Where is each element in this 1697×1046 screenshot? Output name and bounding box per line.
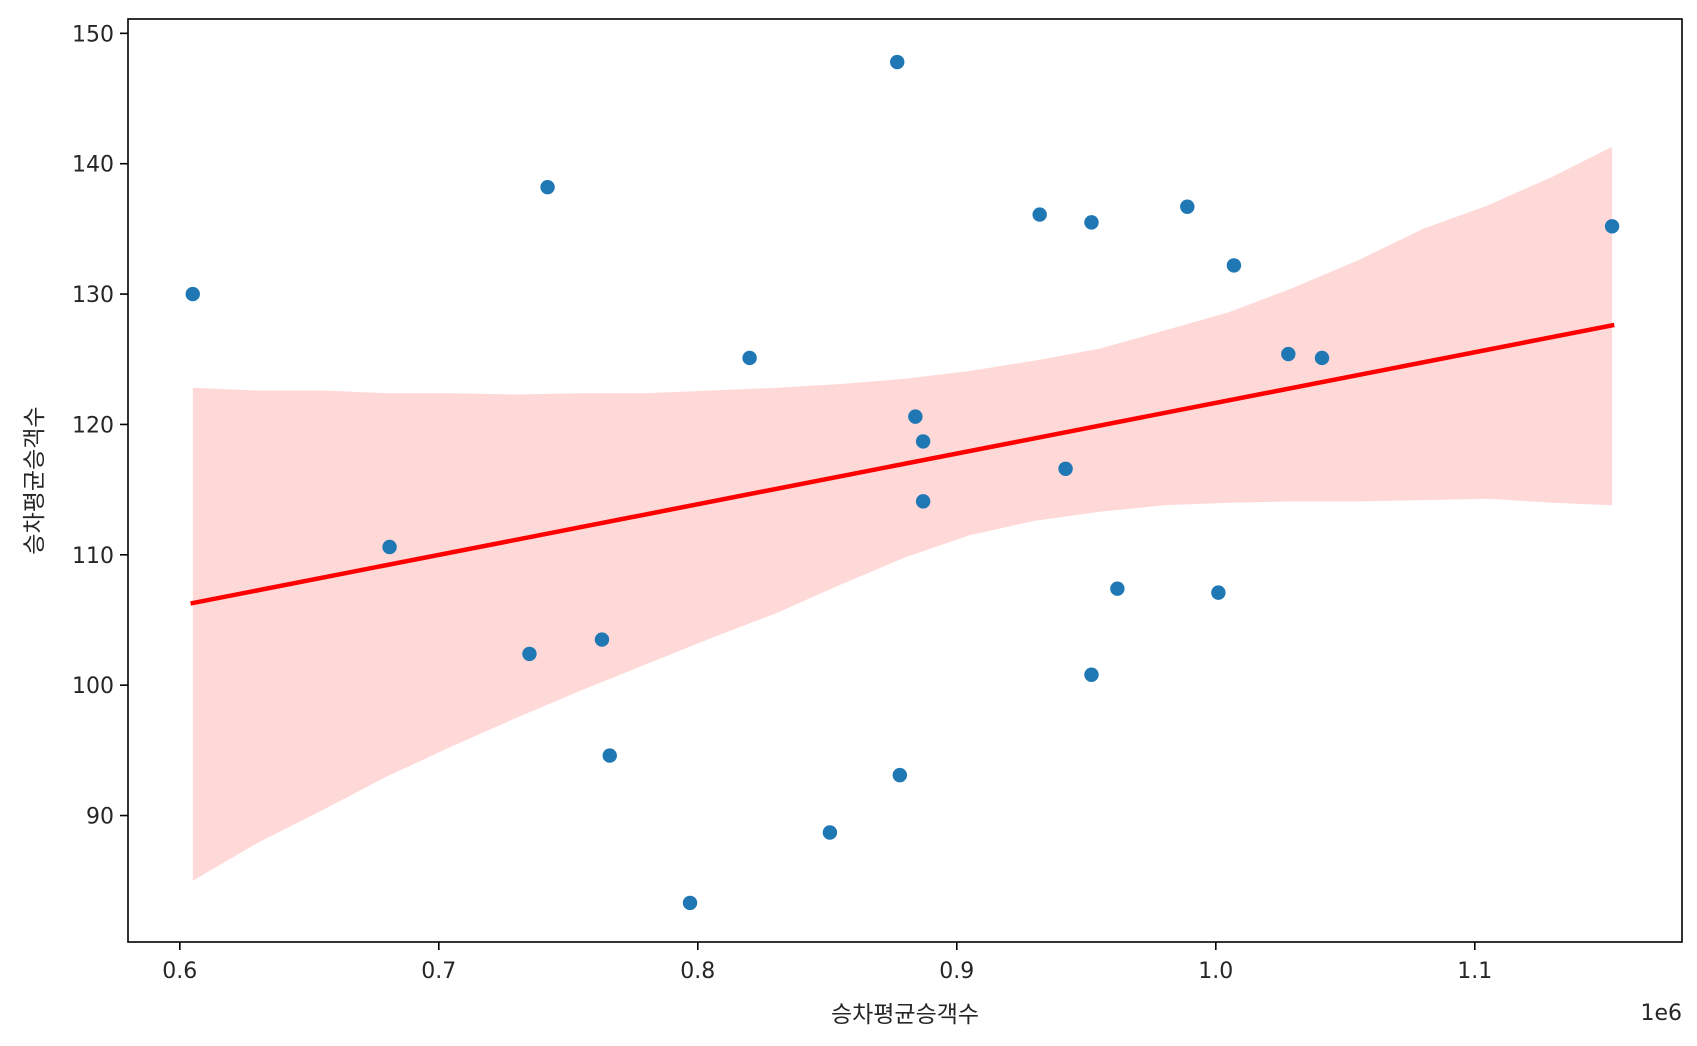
scatter-point	[602, 748, 617, 763]
x-tick-label: 1.1	[1457, 959, 1492, 984]
scatter-point	[822, 825, 838, 840]
regression-line	[190, 322, 1615, 606]
x-axis-offset-label: 1e6	[1640, 1001, 1682, 1026]
y-tick-label: 100	[72, 674, 114, 699]
scatter-point	[1281, 346, 1296, 362]
scatter-point	[892, 767, 908, 783]
scatter-point	[915, 434, 931, 449]
scatter-point	[1058, 461, 1073, 476]
y-tick-label: 130	[72, 283, 114, 308]
scatter-points-layer	[185, 54, 1620, 911]
scatter-point	[1084, 667, 1099, 682]
plot-frame	[127, 18, 1683, 943]
y-tick-label: 140	[72, 153, 114, 178]
scatter-point	[915, 494, 931, 509]
y-tick-label: 90	[86, 805, 114, 830]
scatter-point	[594, 632, 610, 647]
y-axis-label: 승차평균승객수	[22, 406, 48, 554]
x-tick-label: 0.9	[939, 959, 974, 984]
scatter-point	[1110, 581, 1125, 596]
y-axis-ticks: 90 100 110 120 130 140 150	[72, 22, 128, 830]
x-tick-label: 0.7	[421, 959, 456, 984]
scatter-point	[522, 646, 537, 662]
scatter-point	[1180, 199, 1195, 214]
scatter-point	[1032, 207, 1047, 222]
x-axis-ticks: 0.6 0.7 0.8 0.9 1.0 1.1	[162, 942, 1492, 984]
scatter-point	[890, 54, 905, 70]
scatter-point	[742, 350, 757, 366]
scatter-point	[1226, 258, 1242, 273]
y-tick-label: 110	[72, 544, 114, 569]
scatter-point	[185, 286, 200, 302]
x-tick-label: 0.6	[162, 959, 197, 984]
scatter-point	[1604, 219, 1620, 234]
scatter-point	[382, 539, 397, 555]
regression-line-layer	[190, 322, 1615, 606]
x-tick-label: 0.8	[680, 959, 715, 984]
y-tick-label: 150	[72, 22, 114, 47]
scatter-point	[540, 179, 555, 195]
scatter-point	[908, 409, 923, 424]
x-tick-label: 1.0	[1198, 959, 1233, 984]
scatter-point	[1211, 585, 1226, 600]
y-tick-label: 120	[72, 413, 114, 438]
scatter-point	[1314, 350, 1330, 366]
x-axis-label: 승차평균승객수	[831, 1002, 979, 1028]
confidence-band-layer	[192, 146, 1613, 881]
scatter-point	[1084, 215, 1099, 230]
confidence-band	[192, 146, 1613, 881]
scatter-point	[682, 895, 698, 911]
